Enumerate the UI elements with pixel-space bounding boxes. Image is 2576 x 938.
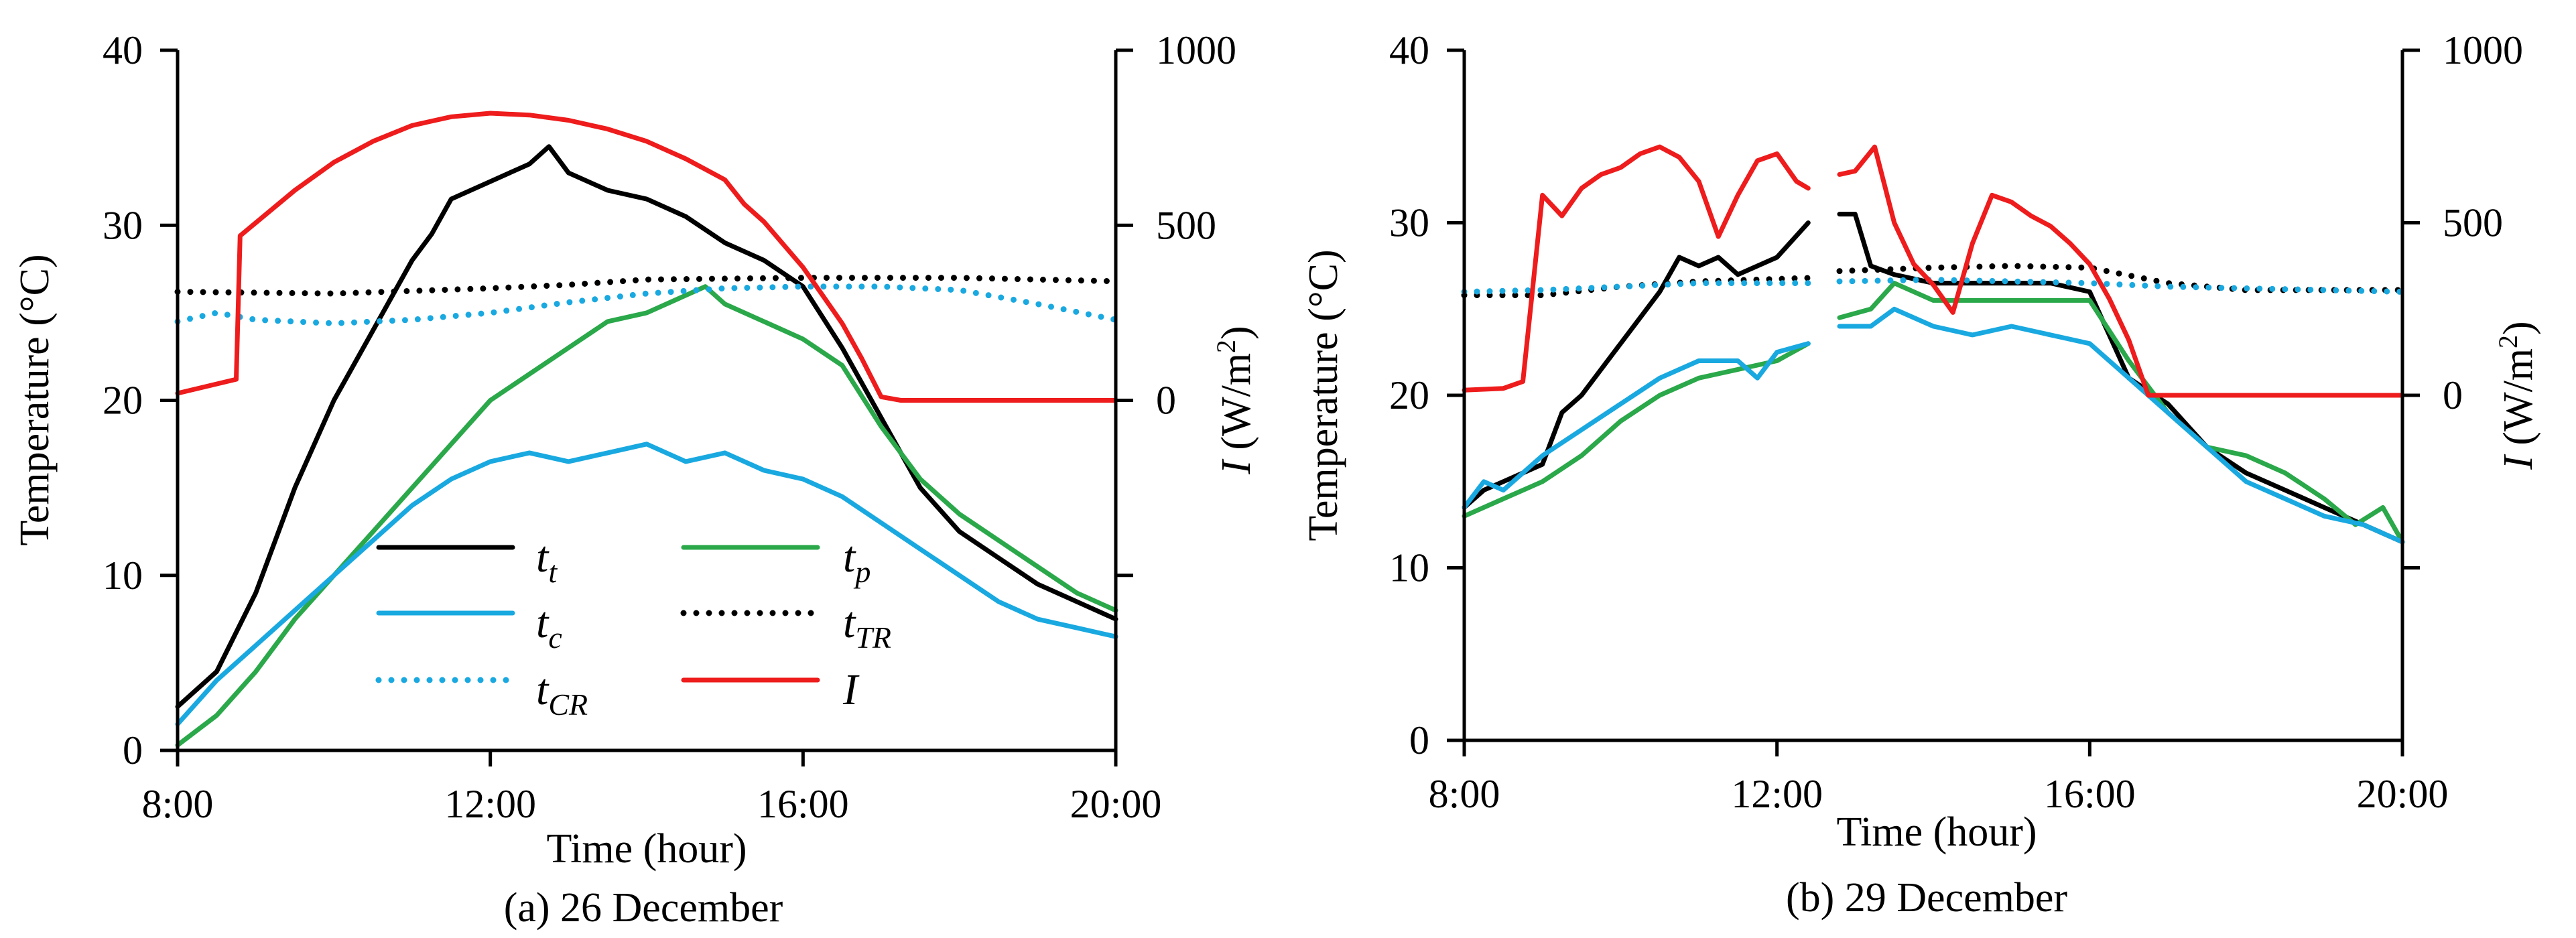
series-line-tTR — [1461, 263, 2406, 299]
x-tick-label: 12:00 — [1731, 772, 1823, 816]
legend-label-base: I — [842, 665, 860, 714]
y-tick-label: 0 — [123, 728, 143, 773]
chart-caption: (a) 26 December — [504, 885, 783, 931]
series-line-tTR — [174, 275, 1119, 297]
y-tick-label: 40 — [103, 28, 143, 72]
y2-tick-label: 1000 — [1156, 28, 1236, 72]
y-tick-label: 10 — [103, 553, 143, 598]
chart-panel-b: 0 10 20 30 40 0 500 1000 8:00 12:00 16:00 20:00 Time… — [1301, 28, 2541, 921]
y-axis-label: Temperature (°C) — [1301, 249, 1346, 541]
x-tick-label: 20:00 — [1070, 782, 1162, 826]
series-line-tc — [175, 442, 1118, 727]
y2-axis-label: I (W/m2) — [1211, 326, 1259, 474]
y2-label-end: ) — [1214, 326, 1259, 340]
y2-tick-label: 0 — [2443, 373, 2463, 417]
y-tick-label: 10 — [1389, 546, 1429, 590]
legend-label-base: t — [536, 598, 550, 647]
y2-label-italic: I — [1214, 458, 1259, 475]
y-tick-label: 30 — [103, 203, 143, 247]
legend-label-sub: t — [548, 555, 558, 589]
legend-label-tTR: tTR — [843, 598, 891, 655]
y-axis-label: Temperature (°C) — [12, 254, 58, 545]
x-tick-label: 8:00 — [1429, 772, 1500, 816]
x-tick-label: 8:00 — [142, 782, 214, 826]
series-line-tCR — [174, 283, 1119, 327]
y-tick-label: 40 — [1389, 28, 1429, 72]
y2-label-unit: (W/m — [2496, 348, 2541, 456]
y-tick-label: 20 — [1389, 373, 1429, 417]
legend-label-sub: TR — [855, 620, 891, 655]
series-line-tt — [1462, 212, 2405, 545]
series-line-I — [1462, 144, 2405, 398]
series-line-tp — [175, 284, 1118, 748]
legend-label-tc: tc — [536, 598, 562, 655]
legend-label-tt: tt — [536, 533, 558, 589]
legend-label-tp: tp — [843, 533, 871, 589]
x-tick-label: 16:00 — [757, 782, 849, 826]
legend-label-sub: p — [853, 555, 871, 589]
legend-label-sub: c — [548, 620, 562, 655]
legend-label-base: t — [843, 598, 856, 647]
legend-label-I: I — [842, 665, 860, 714]
y-tick-label: 30 — [1389, 201, 1429, 245]
legend-label-base: t — [536, 665, 550, 714]
y2-tick-label: 0 — [1156, 379, 1176, 423]
y2-tick-label: 500 — [2443, 201, 2503, 245]
series-line-tt — [175, 144, 1118, 710]
y2-tick-label: 1000 — [2443, 28, 2523, 72]
y-tick-label: 20 — [103, 379, 143, 423]
y2-tick-label: 500 — [1156, 203, 1216, 247]
series-line-tp — [1462, 281, 2405, 545]
series-line-tCR — [1461, 277, 2406, 295]
series-line-I — [175, 111, 1118, 403]
x-axis-label: Time (hour) — [546, 826, 747, 872]
legend-label-tCR: tCR — [536, 665, 588, 722]
y2-axis-label: I (W/m2) — [2493, 321, 2541, 470]
chart-panel-a: 0 10 20 30 40 0 500 1000 8:00 12:00 16:00 20:00 Time… — [12, 28, 1259, 931]
series-line-tc — [1462, 306, 2405, 545]
y2-label-unit: (W/m — [1214, 353, 1259, 460]
x-tick-label: 20:00 — [2357, 772, 2449, 816]
legend-label-sub: CR — [548, 687, 588, 722]
y2-label-end: ) — [2496, 321, 2541, 335]
x-axis-label: Time (hour) — [1836, 809, 2037, 855]
legend-label-base: t — [843, 533, 856, 582]
chart-caption: (b) 29 December — [1786, 875, 2067, 921]
y-tick-label: 0 — [1409, 718, 1429, 762]
y2-label-italic: I — [2496, 454, 2541, 470]
y2-label-sup: 2 — [2493, 335, 2523, 348]
x-tick-label: 12:00 — [444, 782, 536, 826]
legend-label-base: t — [536, 533, 550, 582]
y2-label-sup: 2 — [1211, 340, 1241, 353]
x-tick-label: 16:00 — [2044, 772, 2136, 816]
